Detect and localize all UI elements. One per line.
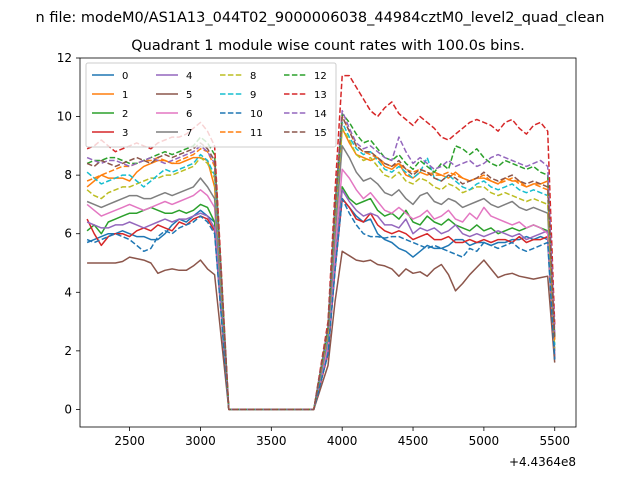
y-tick-label: 4 (64, 285, 72, 299)
y-tick-label: 2 (64, 344, 72, 358)
legend-label-4: 4 (186, 71, 192, 82)
series-line-9 (86, 121, 556, 411)
legend-label-14: 14 (314, 109, 327, 120)
legend-label-15: 15 (314, 128, 327, 139)
legend-label-13: 13 (314, 90, 327, 101)
x-tick-label: 4000 (327, 434, 358, 448)
legend-label-2: 2 (122, 109, 128, 120)
series-line-12 (86, 112, 556, 411)
axes-frame (79, 57, 577, 428)
series-line-7 (86, 145, 556, 411)
series-line-10 (86, 197, 556, 411)
figure-title: n file: modeM0/AS1A13_044T02_9000006038_… (36, 10, 605, 26)
legend-label-6: 6 (186, 109, 192, 120)
legend-label-10: 10 (250, 109, 263, 120)
x-tick-label: 3500 (256, 434, 287, 448)
series-line-3 (86, 197, 556, 411)
legend-label-1: 1 (122, 90, 128, 101)
legend-label-0: 0 (122, 71, 128, 82)
series-line-15 (86, 115, 556, 411)
series-line-4 (86, 189, 556, 411)
y-tick-label: 0 (64, 402, 72, 416)
series-line-2 (86, 186, 556, 411)
y-tick-label: 8 (64, 168, 72, 182)
x-offset-label: +4.4364e8 (509, 455, 576, 469)
x-tick-label: 2500 (114, 434, 145, 448)
y-tick-label: 12 (57, 51, 72, 65)
series-line-6 (86, 168, 556, 411)
legend-label-8: 8 (250, 71, 256, 82)
x-tick-label: 5500 (539, 434, 570, 448)
legend-label-9: 9 (250, 90, 256, 101)
y-tick-label: 10 (57, 110, 72, 124)
series-line-5 (87, 250, 556, 411)
chart-title: Quadrant 1 module wise count rates with … (131, 38, 525, 54)
legend-label-5: 5 (186, 90, 192, 101)
x-tick-label: 5000 (469, 434, 500, 448)
series-line-14 (86, 109, 556, 411)
legend-label-7: 7 (186, 128, 192, 139)
x-tick-label: 3000 (185, 434, 216, 448)
x-tick-label: 4500 (398, 434, 429, 448)
legend-label-12: 12 (314, 71, 327, 82)
legend-box (85, 62, 337, 148)
legend-label-3: 3 (122, 128, 128, 139)
y-tick-label: 6 (64, 227, 72, 241)
legend-label-11: 11 (250, 128, 263, 139)
series-line-8 (86, 127, 556, 411)
series-line-1 (86, 127, 556, 411)
